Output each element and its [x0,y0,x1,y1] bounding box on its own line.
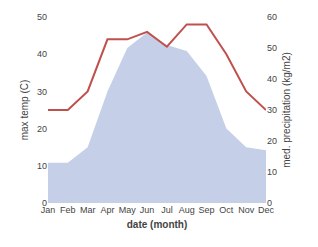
svg-text:40: 40 [37,49,47,59]
svg-text:May: May [119,205,137,215]
svg-text:Sep: Sep [199,205,215,215]
svg-text:Dec: Dec [258,205,275,215]
svg-text:50: 50 [267,43,277,53]
svg-text:0: 0 [267,198,272,208]
svg-text:Aug: Aug [179,205,195,215]
svg-text:50: 50 [37,12,47,22]
svg-text:Nov: Nov [238,205,255,215]
svg-text:20: 20 [267,136,277,146]
svg-text:0: 0 [42,198,47,208]
svg-text:Apr: Apr [100,205,114,215]
svg-text:30: 30 [267,105,277,115]
svg-text:date (month): date (month) [127,219,188,230]
svg-text:40: 40 [267,74,277,84]
svg-text:30: 30 [37,87,47,97]
svg-text:Oct: Oct [219,205,234,215]
svg-text:Jul: Jul [161,205,173,215]
svg-text:60: 60 [267,12,277,22]
svg-text:Jun: Jun [140,205,155,215]
svg-text:Feb: Feb [60,205,76,215]
svg-text:10: 10 [267,167,277,177]
svg-text:20: 20 [37,124,47,134]
svg-text:Mar: Mar [80,205,96,215]
svg-text:Jan: Jan [41,205,56,215]
svg-text:med. precipitation (kg/m2): med. precipitation (kg/m2) [281,52,292,168]
svg-text:10: 10 [37,161,47,171]
svg-text:max temp (C): max temp (C) [19,80,30,141]
